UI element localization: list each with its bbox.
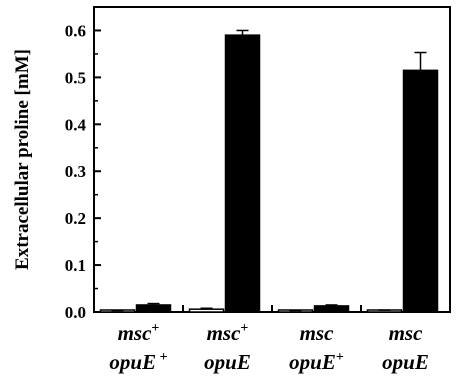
y-tick-label: 0.4	[65, 115, 87, 134]
bar	[402, 69, 439, 313]
x-tick-label: msc	[389, 321, 424, 345]
x-tick-label: opuE	[382, 350, 429, 374]
x-tick-label: msc	[300, 321, 335, 345]
y-tick-label: 0.0	[65, 303, 86, 322]
axes	[93, 6, 451, 313]
bars	[99, 29, 439, 313]
y-tick-label: 0.3	[65, 162, 86, 181]
y-tick-label: 0.6	[65, 21, 86, 40]
x-axis-labels: msc+ opuE + msc+ opuE msc opuE+ msc opuE	[109, 321, 428, 374]
x-tick-label: msc+	[118, 321, 160, 345]
bar	[188, 308, 225, 313]
x-tick-label: opuE	[204, 350, 251, 374]
x-tick-label: opuE+	[289, 350, 344, 374]
x-tick-label: msc+	[207, 321, 249, 345]
x-tick-label: opuE +	[109, 350, 167, 374]
y-tick-label: 0.2	[65, 209, 86, 228]
bar	[313, 305, 350, 313]
bar	[135, 304, 172, 313]
y-tick-label: 0.1	[65, 256, 86, 275]
y-axis-title: Extracellular proline [mM]	[12, 49, 33, 270]
y-axis-ticks: 0.0 0.1 0.2 0.3 0.4 0.5 0.6	[65, 21, 101, 322]
y-tick-label: 0.5	[65, 68, 86, 87]
bar	[224, 34, 261, 313]
plot-frame	[93, 6, 451, 313]
